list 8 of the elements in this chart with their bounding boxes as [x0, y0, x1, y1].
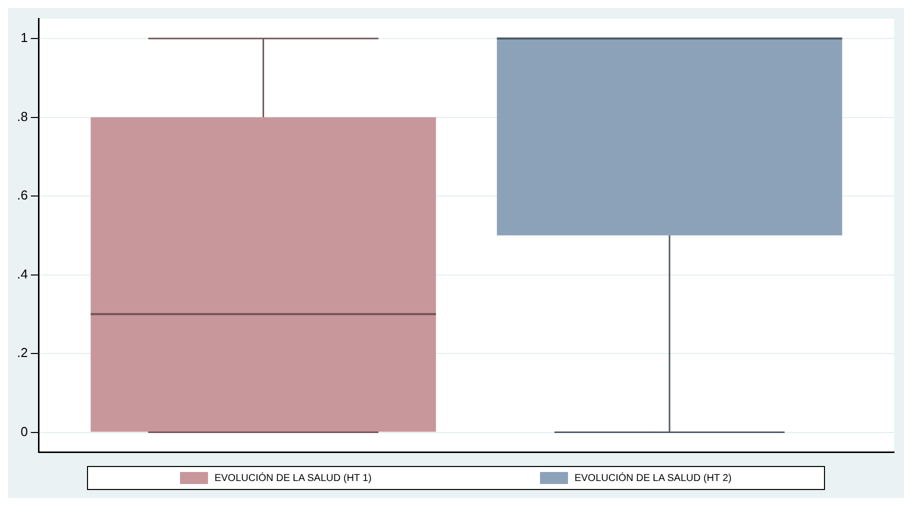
y-tick-label: .4	[17, 266, 28, 282]
y-tick-label: 1	[20, 30, 28, 46]
y-tick-label: 0	[20, 424, 28, 439]
legend-label: EVOLUCIÓN DE LA SALUD (HT 2)	[574, 472, 732, 484]
y-tick-label: .2	[17, 345, 28, 360]
y-tick-label: .6	[17, 188, 28, 203]
y-tick-label: .8	[17, 108, 28, 124]
legend-label: EVOLUCIÓN DE LA SALUD (HT 1)	[214, 472, 372, 484]
